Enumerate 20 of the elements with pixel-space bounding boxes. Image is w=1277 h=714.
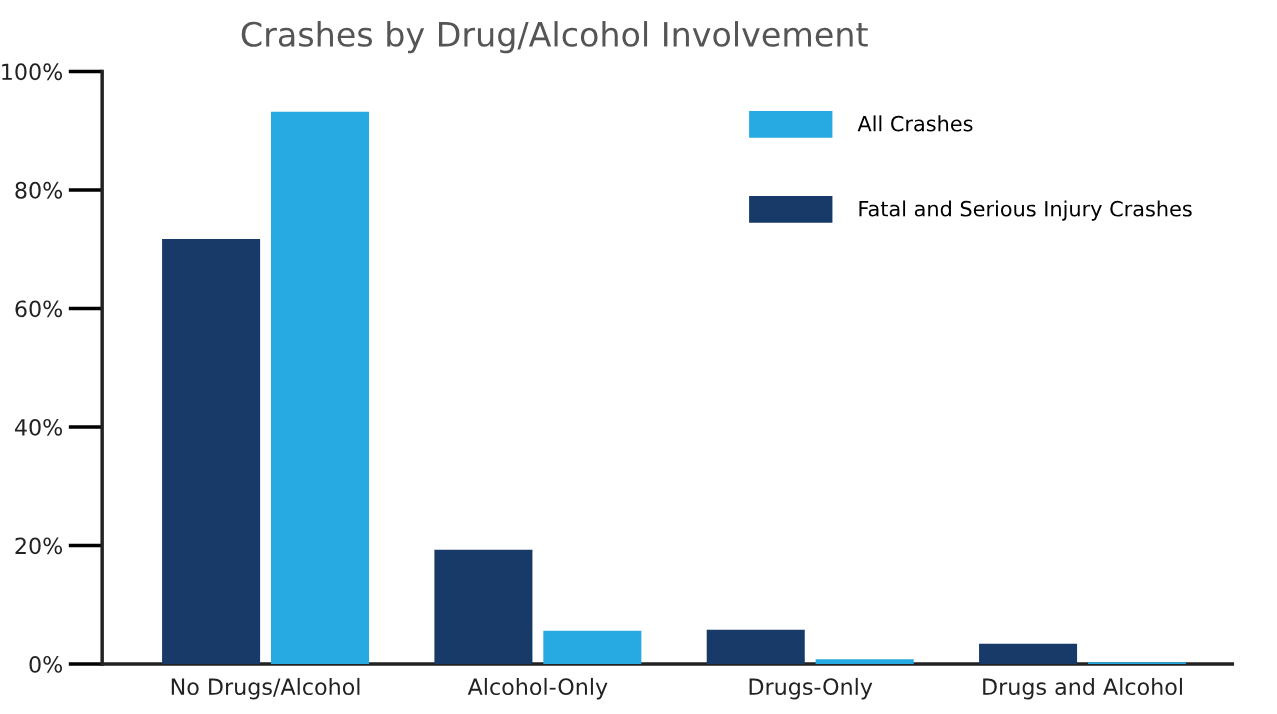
y-tick-label: 80% [15,181,63,199]
bar [271,111,370,665]
bar [706,629,805,665]
bar [979,643,1078,665]
y-tick-label: 20% [15,537,63,555]
x-tick-label: Drugs and Alcohol [983,677,1182,700]
bar [815,659,914,665]
x-tick-label: Drugs-Only [749,677,873,700]
bar [543,630,642,665]
x-tick-label: No Drugs/Alcohol [171,677,360,700]
y-tick-label: 0% [29,655,63,673]
y-tick-label: 100% [2,63,63,81]
bar [434,549,533,665]
legend-label: Fatal and Serious Injury Crashes [859,200,1192,221]
y-tick-label: 40% [14,418,63,436]
bar [162,239,261,665]
chart-title: Crashes by Drug/Alcohol Involvement [241,21,868,54]
y-tick-label: 60% [15,300,63,318]
legend-label: All Crashes [857,115,973,132]
x-tick-label: Alcohol-Only [467,677,608,700]
